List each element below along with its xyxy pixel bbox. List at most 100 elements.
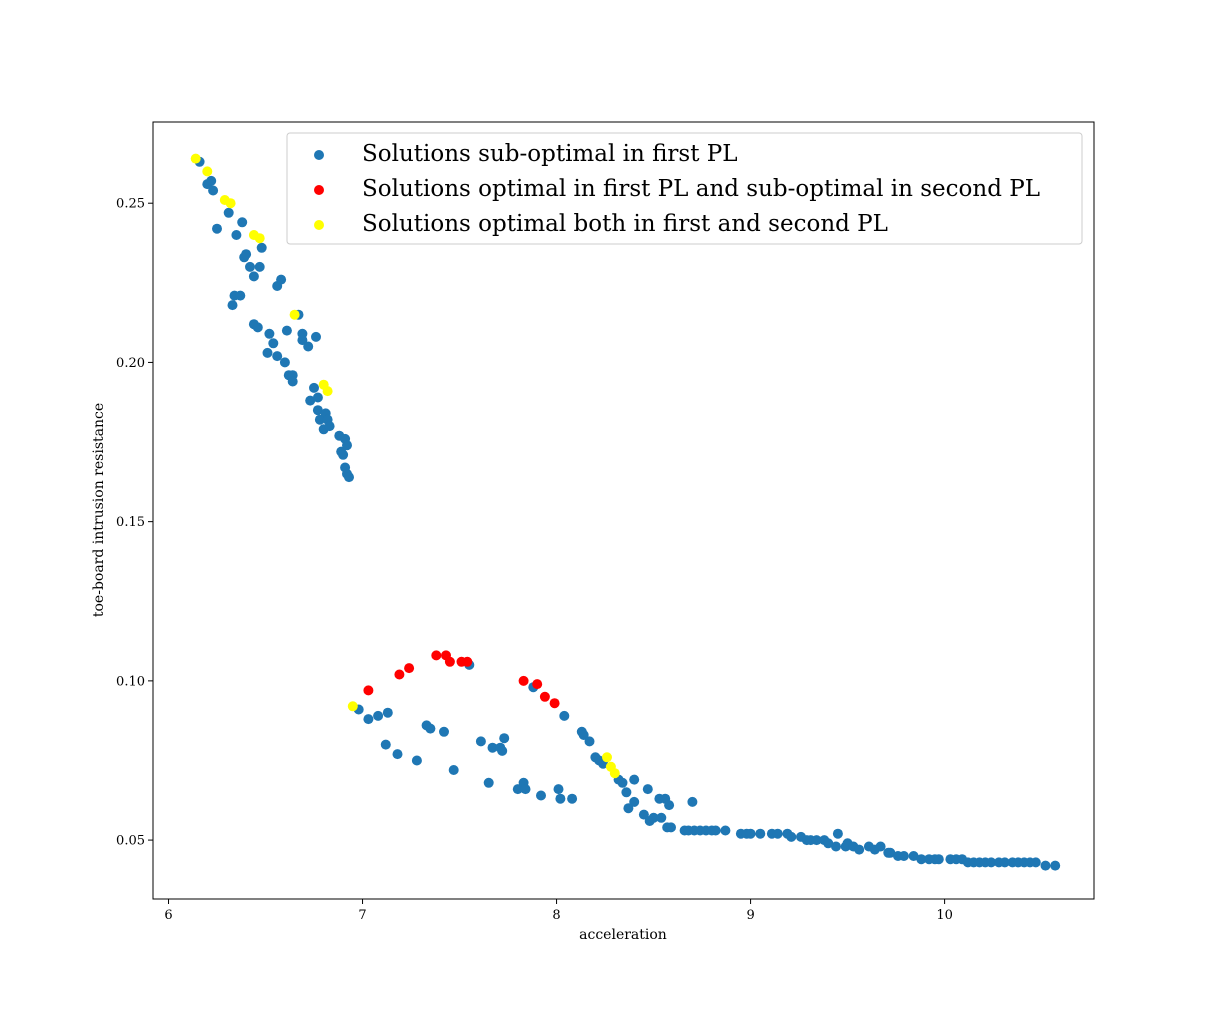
legend-marker-sub-optimal [314, 150, 324, 160]
data-point-series-0-62 [448, 765, 459, 775]
data-point-series-0-113 [755, 828, 766, 839]
data-point-series-0-134 [885, 847, 896, 858]
data-point-series-0-81 [584, 736, 595, 747]
data-point-series-0-137 [908, 851, 919, 861]
plot-frame [152, 121, 1095, 900]
data-point-series-2-6 [289, 309, 300, 320]
points-layer [190, 153, 1061, 871]
data-point-series-0-54 [373, 710, 384, 721]
data-point-series-0-46 [338, 449, 349, 460]
data-point-series-2-5 [254, 233, 265, 244]
data-point-series-0-12 [241, 249, 252, 260]
data-point-series-0-151 [999, 857, 1010, 868]
data-point-series-0-109 [720, 825, 731, 836]
legend-label-sub-optimal: Solutions sub-optimal in first PL [362, 141, 738, 167]
data-point-series-0-43 [324, 421, 335, 432]
data-point-series-1-10 [539, 691, 550, 702]
x-tick-label: 9 [746, 908, 754, 923]
data-point-series-0-90 [629, 774, 640, 785]
data-point-series-0-69 [499, 733, 510, 744]
data-point-series-2-10 [602, 752, 612, 763]
data-point-series-0-103 [687, 796, 698, 807]
data-point-series-0-76 [555, 793, 566, 804]
legend-marker-optimal-both [314, 220, 324, 230]
data-point-series-0-22 [272, 351, 283, 362]
x-tick-label: 8 [552, 908, 560, 923]
data-point-series-0-138 [916, 854, 927, 865]
data-point-series-2-1 [202, 166, 213, 177]
data-point-series-0-125 [832, 828, 843, 839]
x-axis-label: acceleration [579, 927, 667, 943]
y-tick-label: 0.10 [116, 674, 145, 689]
data-point-series-0-72 [520, 784, 531, 795]
data-point-series-0-29 [287, 376, 298, 387]
data-point-series-1-3 [431, 650, 442, 661]
data-point-series-0-80 [578, 730, 589, 740]
data-point-series-0-74 [536, 790, 546, 801]
data-point-series-0-64 [475, 736, 486, 747]
data-point-series-0-66 [487, 742, 498, 753]
data-point-series-0-10 [237, 217, 248, 228]
data-point-series-0-24 [276, 274, 287, 285]
data-point-series-0-149 [986, 857, 997, 868]
data-point-series-0-32 [297, 335, 308, 346]
data-point-series-0-100 [666, 822, 676, 833]
x-tick-label: 6 [164, 908, 172, 923]
data-point-series-0-123 [823, 838, 834, 849]
data-point-series-0-121 [811, 835, 822, 846]
x-tick-label: 10 [936, 908, 953, 923]
data-point-series-1-5 [444, 656, 455, 667]
data-point-series-0-60 [425, 723, 436, 734]
data-point-series-0-158 [1050, 860, 1061, 871]
data-point-series-0-19 [262, 347, 273, 358]
data-point-series-0-3 [208, 185, 219, 196]
data-point-series-0-14 [248, 271, 259, 282]
data-point-series-0-68 [497, 745, 508, 756]
data-point-series-2-0 [190, 153, 201, 164]
data-point-series-0-75 [553, 784, 564, 795]
data-point-series-0-55 [380, 739, 391, 750]
data-point-series-0-94 [648, 812, 659, 823]
data-point-series-0-48 [342, 440, 352, 451]
y-tick-label: 0.20 [116, 356, 145, 371]
y-axis-label: toe-board intrusion resistance [91, 403, 107, 617]
data-point-series-0-61 [439, 726, 449, 737]
data-point-series-0-92 [642, 784, 653, 795]
data-point-series-0-39 [314, 414, 325, 425]
data-point-series-1-0 [363, 685, 374, 696]
data-point-series-0-157 [1040, 860, 1051, 871]
plot-background [153, 122, 1094, 899]
data-point-series-0-70 [512, 784, 523, 795]
data-point-series-0-36 [311, 331, 321, 342]
data-point-series-0-38 [312, 392, 323, 403]
data-point-series-0-37 [312, 405, 323, 416]
legend: Solutions sub-optimal in first PL Soluti… [286, 132, 1083, 245]
data-point-series-0-16 [256, 242, 267, 253]
y-tick-label: 0.25 [116, 197, 145, 212]
data-point-series-0-65 [483, 777, 494, 788]
data-point-series-0-53 [363, 714, 374, 725]
data-point-series-0-141 [933, 854, 944, 865]
data-point-series-2-9 [347, 701, 358, 712]
legend-label-optimal-both: Solutions optimal both in first and seco… [362, 211, 888, 237]
data-point-series-1-2 [404, 663, 415, 674]
data-point-series-0-115 [772, 828, 783, 839]
data-point-series-0-8 [231, 230, 242, 240]
data-point-series-0-2 [206, 175, 217, 186]
data-point-series-0-56 [382, 707, 393, 718]
data-point-series-0-18 [252, 322, 263, 333]
data-point-series-0-112 [745, 828, 756, 839]
legend-marker-optimal-first-only [314, 185, 324, 195]
data-point-series-0-7 [227, 300, 238, 311]
data-point-series-0-58 [411, 755, 422, 766]
data-point-series-1-7 [462, 656, 473, 667]
data-point-series-2-12 [609, 768, 620, 779]
data-point-series-0-4 [212, 223, 222, 234]
data-point-series-0-136 [898, 851, 909, 861]
data-point-series-0-26 [281, 325, 292, 336]
data-point-series-0-34 [305, 395, 316, 406]
data-point-series-0-21 [268, 338, 279, 349]
y-axis-ticks: 0.05 0.10 0.15 0.20 0.25 [116, 197, 153, 849]
data-point-series-0-51 [344, 472, 354, 483]
